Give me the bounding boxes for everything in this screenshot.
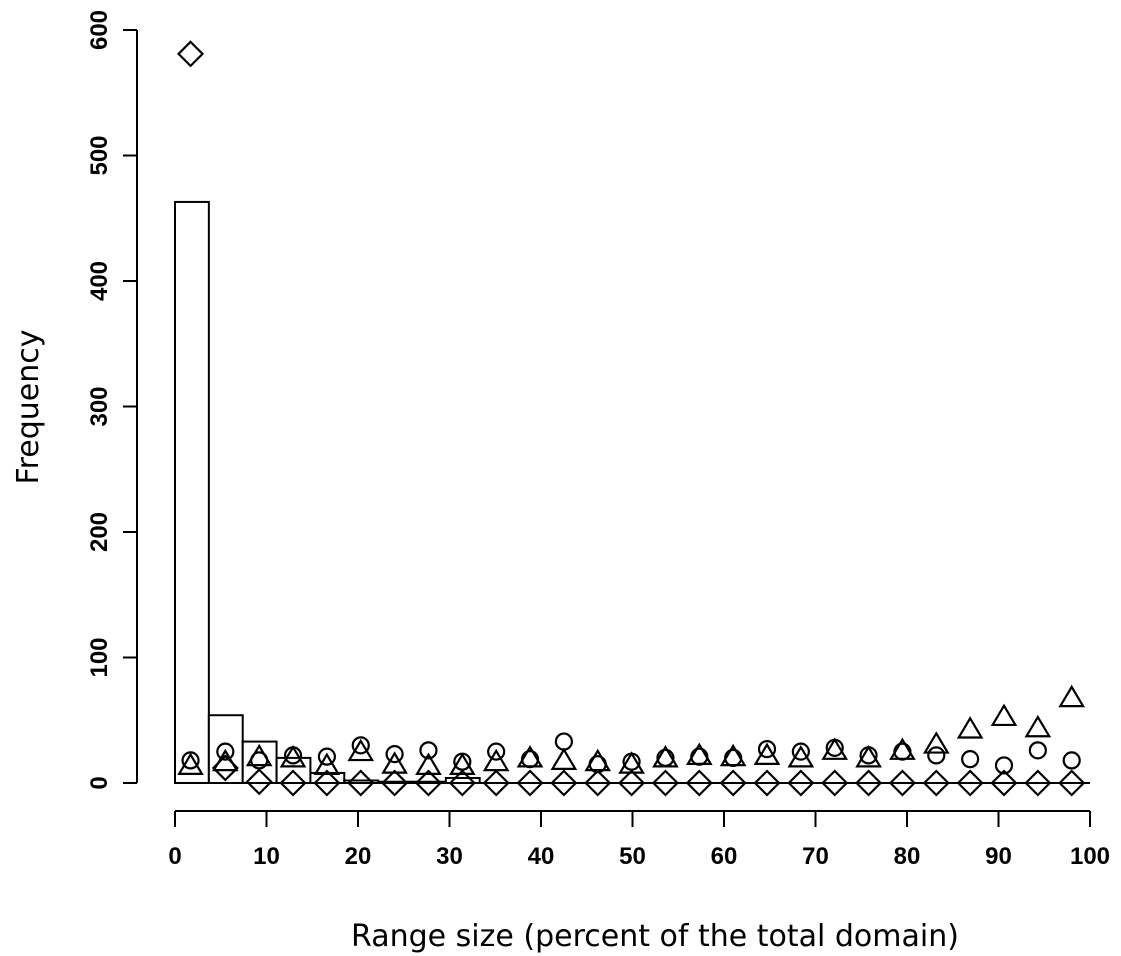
triangle-point [313, 752, 341, 775]
diamond-point [990, 769, 1018, 797]
x-tick-label: 0 [168, 843, 181, 870]
triangle-point [855, 745, 882, 768]
x-tick-label: 50 [619, 843, 646, 870]
y-tick-label: 0 [86, 776, 113, 789]
circle-point [385, 745, 404, 764]
triangle-point [245, 743, 273, 767]
triangle-point [956, 716, 984, 739]
triangle-point [550, 747, 578, 770]
triangle-point [1058, 684, 1086, 708]
diamond-point [821, 769, 849, 797]
x-tick-label: 100 [1070, 843, 1110, 870]
triangle-point [922, 731, 950, 754]
circle-point [724, 748, 743, 768]
diamond-point [719, 769, 747, 797]
circle-point [961, 750, 980, 769]
triangle-point [821, 737, 849, 760]
y-axis-title: Frequency [11, 330, 46, 485]
circle-point [690, 747, 709, 766]
circle-point [1062, 751, 1081, 770]
triangle-point [1024, 714, 1052, 738]
diamond-point [1024, 769, 1052, 797]
diamond-point [888, 769, 916, 797]
x-tick-label: 40 [528, 843, 555, 870]
diamond-point [618, 769, 646, 797]
triangle-point [685, 742, 713, 765]
circle-point [791, 742, 810, 761]
diamond-point [381, 769, 409, 797]
x-tick-label: 70 [802, 843, 829, 870]
y-tick-label: 300 [86, 386, 113, 426]
triangle-point [618, 751, 645, 774]
y-tick-label: 500 [86, 135, 113, 175]
triangle-point [211, 748, 239, 772]
circle-point [520, 750, 540, 769]
y-tick-label: 400 [86, 261, 113, 301]
histogram-bars [174, 200, 481, 785]
x-tick-label: 80 [894, 843, 921, 870]
triangle-point [584, 748, 612, 772]
axes: 0 100 200 300 400 500 600 0 10 20 30 40 50 60 70 80 90 10… [86, 10, 1110, 870]
circle-point [419, 741, 438, 760]
triangle-point [177, 752, 204, 775]
triangle-point [990, 703, 1018, 727]
triangle-point [787, 745, 815, 768]
y-tick-label: 100 [86, 637, 113, 677]
triangle-point [279, 745, 307, 768]
circle-point [893, 742, 912, 761]
diamond-point [313, 769, 341, 797]
triangle-point [415, 752, 442, 775]
diamond-point [787, 769, 815, 797]
x-tick-label: 10 [253, 843, 280, 870]
triangle-point [448, 752, 476, 775]
triangle-point [516, 745, 544, 768]
circle-point [994, 756, 1014, 775]
x-tick-label: 60 [711, 843, 738, 870]
x-axis-title: Range size (percent of the total domain) [351, 919, 959, 954]
histogram-bar [207, 714, 244, 784]
data-markers [176, 40, 1086, 797]
circle-point [927, 746, 946, 765]
triangle-point [652, 745, 679, 768]
triangle-point [753, 742, 781, 765]
diamond-point [176, 40, 205, 68]
y-tick-label: 600 [86, 10, 113, 50]
diamond-point [482, 769, 510, 797]
diamond-point [245, 768, 273, 796]
diamond-point [685, 769, 713, 797]
circle-point [1028, 741, 1047, 760]
circle-point [757, 740, 777, 759]
triangle-point [347, 738, 375, 762]
circle-point [317, 747, 336, 766]
diamond-point [584, 769, 612, 797]
diamond-point [550, 769, 578, 797]
circle-point [351, 736, 370, 755]
x-tick-label: 90 [985, 843, 1012, 870]
triangle-point [381, 751, 408, 774]
circle-point [554, 732, 573, 751]
diamond-point [651, 769, 679, 797]
diamond-point [855, 769, 883, 797]
triangle-point [889, 737, 916, 760]
diamond-point [922, 769, 950, 797]
triangle-point [719, 743, 747, 767]
circle-point [487, 742, 506, 761]
triangle-point [482, 748, 510, 772]
diamond-point [279, 769, 307, 797]
circle-point [181, 751, 200, 770]
diamond-point [516, 769, 544, 797]
x-tick-label: 30 [436, 843, 463, 870]
histogram-bar [174, 200, 210, 784]
x-tick-label: 20 [345, 843, 372, 870]
diamond-point [448, 769, 476, 797]
diamond-point [753, 769, 781, 797]
circle-point [216, 742, 235, 761]
diamond-point [414, 769, 443, 797]
y-tick-label: 200 [86, 512, 113, 552]
diamond-point [1058, 769, 1086, 797]
diamond-point [347, 769, 375, 797]
diamond-point [956, 769, 984, 797]
